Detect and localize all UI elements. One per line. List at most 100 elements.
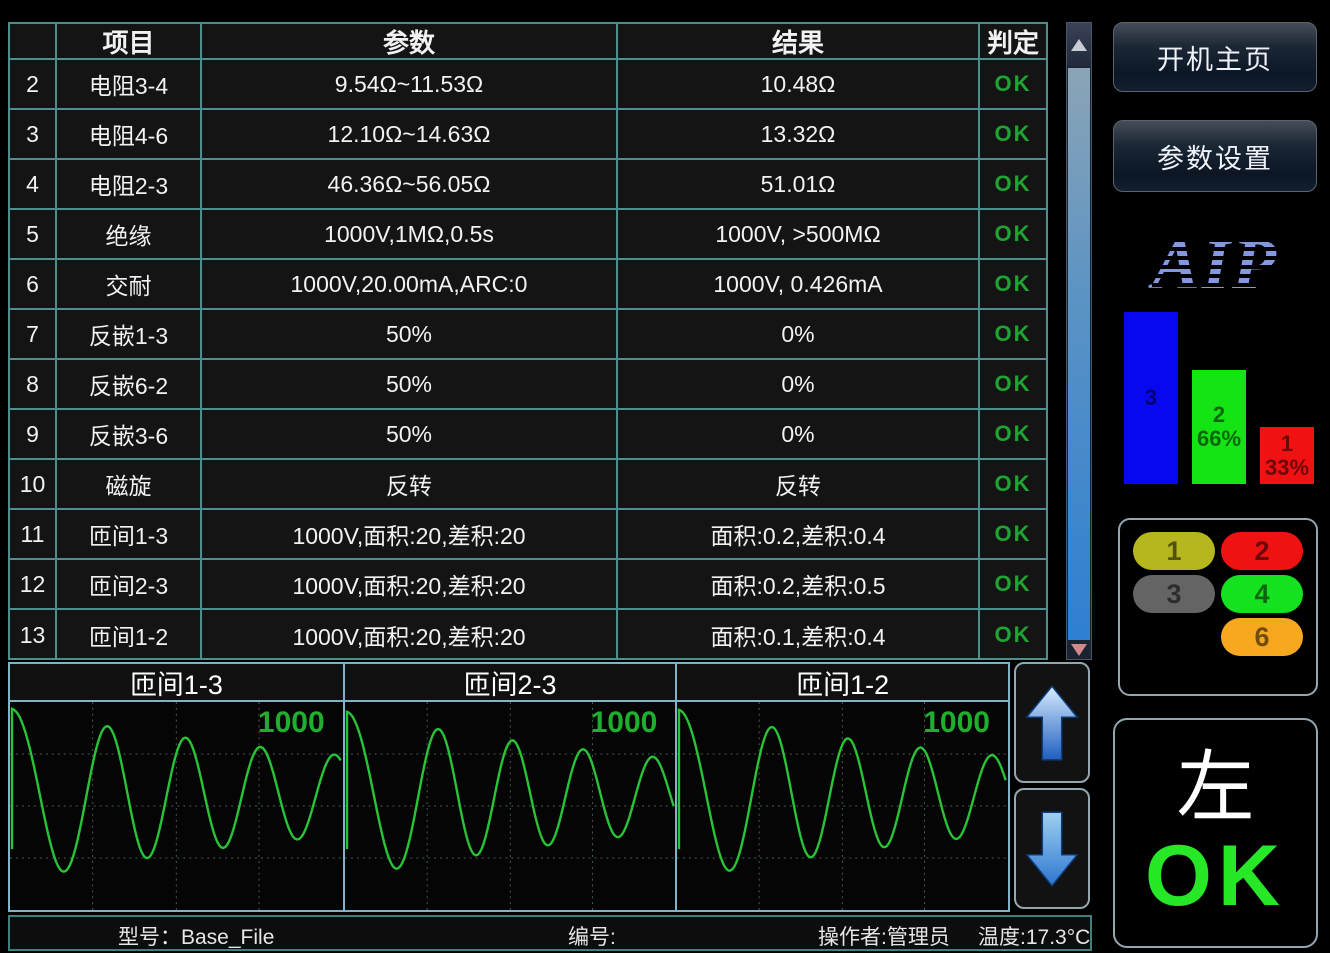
table-row[interactable]: 8 反嵌6-2 50% 0% OK	[10, 360, 1046, 410]
station-badge-4[interactable]: 4	[1221, 575, 1303, 613]
table-row[interactable]: 4 电阻2-3 46.36Ω~56.05Ω 51.01Ω OK	[10, 160, 1046, 210]
waveform-canvas: 1000	[677, 702, 1008, 910]
cell-param: 1000V,面积:20,差积:20	[202, 510, 618, 560]
status-bar: 型号：Base_File 编号: 操作者:管理员 温度:17.3°C	[8, 915, 1092, 951]
table-row[interactable]: 13 匝间1-2 1000V,面积:20,差积:20 面积:0.1,差积:0.4 OK	[10, 610, 1046, 660]
result-panel: 左 OK	[1113, 718, 1318, 948]
pass-rate-chart: 3 2 66% 1 33%	[1124, 312, 1324, 484]
cell-judge: OK	[980, 110, 1046, 160]
cell-param: 1000V,20.00mA,ARC:0	[202, 260, 618, 310]
status-temperature: 温度:17.3°C	[978, 926, 1091, 949]
scrollbar-up-button[interactable]	[1067, 23, 1091, 67]
cell-item: 反嵌3-6	[57, 410, 202, 460]
page-up-button[interactable]	[1014, 662, 1090, 783]
cell-no: 9	[10, 410, 57, 460]
chart-bar: 1 33%	[1260, 427, 1314, 484]
waveform-plot	[344, 702, 676, 910]
table-scrollbar[interactable]	[1066, 22, 1092, 660]
status-model: 型号：Base_File	[118, 926, 275, 949]
arrow-down-icon	[1025, 811, 1079, 887]
cell-param: 9.54Ω~11.53Ω	[202, 60, 618, 110]
cell-result: 1000V, 0.426mA	[618, 260, 980, 310]
station-badge-2[interactable]: 2	[1221, 532, 1303, 570]
cell-item: 匝间1-2	[57, 610, 202, 660]
cell-judge: OK	[980, 410, 1046, 460]
scrollbar-thumb[interactable]	[1068, 68, 1090, 640]
table-row[interactable]: 6 交耐 1000V,20.00mA,ARC:0 1000V, 0.426mA OK	[10, 260, 1046, 310]
cell-param: 50%	[202, 410, 618, 460]
chart-bar: 3	[1124, 312, 1178, 484]
cell-result: 面积:0.2,差积:0.4	[618, 510, 980, 560]
cell-param: 反转	[202, 460, 618, 510]
cell-no: 12	[10, 560, 57, 610]
cell-item: 反嵌1-3	[57, 310, 202, 360]
waveform-plot	[10, 702, 343, 910]
header-cell-no	[10, 24, 57, 60]
cell-judge: OK	[980, 60, 1046, 110]
waveform-panel: 匝间1-2 1000	[675, 664, 1008, 910]
cell-no: 10	[10, 460, 57, 510]
header-cell-item: 项目	[57, 24, 202, 60]
cell-result: 面积:0.2,差积:0.5	[618, 560, 980, 610]
cell-item: 匝间1-3	[57, 510, 202, 560]
chart-bar-label: 1 33%	[1264, 430, 1310, 480]
cell-param: 46.36Ω~56.05Ω	[202, 160, 618, 210]
cell-judge: OK	[994, 622, 1032, 647]
home-button[interactable]: 开机主页	[1113, 22, 1317, 92]
cell-param: 12.10Ω~14.63Ω	[202, 110, 618, 160]
cell-result: 13.32Ω	[618, 110, 980, 160]
cell-no: 11	[10, 510, 57, 560]
station-badge-1[interactable]: 1	[1133, 532, 1215, 570]
cell-no: 13	[10, 610, 57, 660]
cell-judge: OK	[980, 510, 1046, 560]
cell-judge: OK	[980, 310, 1046, 360]
waveform-scale-label: 1000	[257, 706, 325, 739]
cell-judge: OK	[980, 260, 1046, 310]
cell-item: 电阻2-3	[57, 160, 202, 210]
results-table: 项目 参数 结果 判定 2 电阻3-4 9.54Ω~11.53Ω 10.48Ω OK 3 电…	[8, 22, 1048, 660]
settings-button[interactable]: 参数设置	[1113, 120, 1317, 192]
cell-param: 1000V,面积:20,差积:20	[202, 560, 618, 610]
table-row[interactable]: 10 磁旋 反转 反转 OK	[10, 460, 1046, 510]
waveform-plot	[677, 702, 1008, 910]
cell-result: 0%	[618, 360, 980, 410]
cell-item: 电阻3-4	[57, 60, 202, 110]
station-badge-3[interactable]: 3	[1133, 575, 1215, 613]
cell-param: 50%	[202, 310, 618, 360]
table-row[interactable]: 12 匝间2-3 1000V,面积:20,差积:20 面积:0.2,差积:0.5 OK	[10, 560, 1046, 610]
position-label: 左	[1176, 743, 1255, 831]
cell-judge: OK	[980, 360, 1046, 410]
cell-no: 6	[10, 260, 57, 310]
table-row[interactable]: 3 电阻4-6 12.10Ω~14.63Ω 13.32Ω OK	[10, 110, 1046, 160]
chart-bar: 2 66%	[1192, 370, 1246, 484]
status-serial: 编号:	[568, 926, 616, 949]
arrow-up-icon	[1025, 684, 1079, 760]
table-row[interactable]: 7 反嵌1-3 50% 0% OK	[10, 310, 1046, 360]
header-cell-param: 参数	[202, 24, 618, 60]
page-down-button[interactable]	[1014, 788, 1090, 909]
triangle-down-icon[interactable]	[1071, 644, 1087, 656]
waveform-canvas: 1000	[10, 702, 343, 910]
cell-param: 1000V,面积:20,差积:20	[202, 610, 618, 660]
header-cell-judge: 判定	[980, 24, 1046, 60]
result-status: OK	[1145, 828, 1286, 924]
cell-no: 4	[10, 160, 57, 210]
table-header-row: 项目 参数 结果 判定	[10, 24, 1046, 60]
cell-judge: OK	[980, 160, 1046, 210]
triangle-up-icon	[1071, 39, 1087, 51]
cell-result: 反转	[618, 460, 980, 510]
cell-item: 电阻4-6	[57, 110, 202, 160]
aip-logo: AIP	[1100, 224, 1330, 308]
cell-result: 面积:0.1,差积:0.4	[618, 610, 980, 660]
waveform-title: 匝间2-3	[344, 664, 676, 702]
cell-result: 0%	[618, 410, 980, 460]
table-row[interactable]: 11 匝间1-3 1000V,面积:20,差积:20 面积:0.2,差积:0.4 OK	[10, 510, 1046, 560]
table-row[interactable]: 5 绝缘 1000V,1MΩ,0.5s 1000V, >500MΩ OK	[10, 210, 1046, 260]
table-row[interactable]: 9 反嵌3-6 50% 0% OK	[10, 410, 1046, 460]
cell-item: 匝间2-3	[57, 560, 202, 610]
table-row[interactable]: 2 电阻3-4 9.54Ω~11.53Ω 10.48Ω OK	[10, 60, 1046, 110]
station-badge-6[interactable]: 6	[1221, 618, 1303, 656]
